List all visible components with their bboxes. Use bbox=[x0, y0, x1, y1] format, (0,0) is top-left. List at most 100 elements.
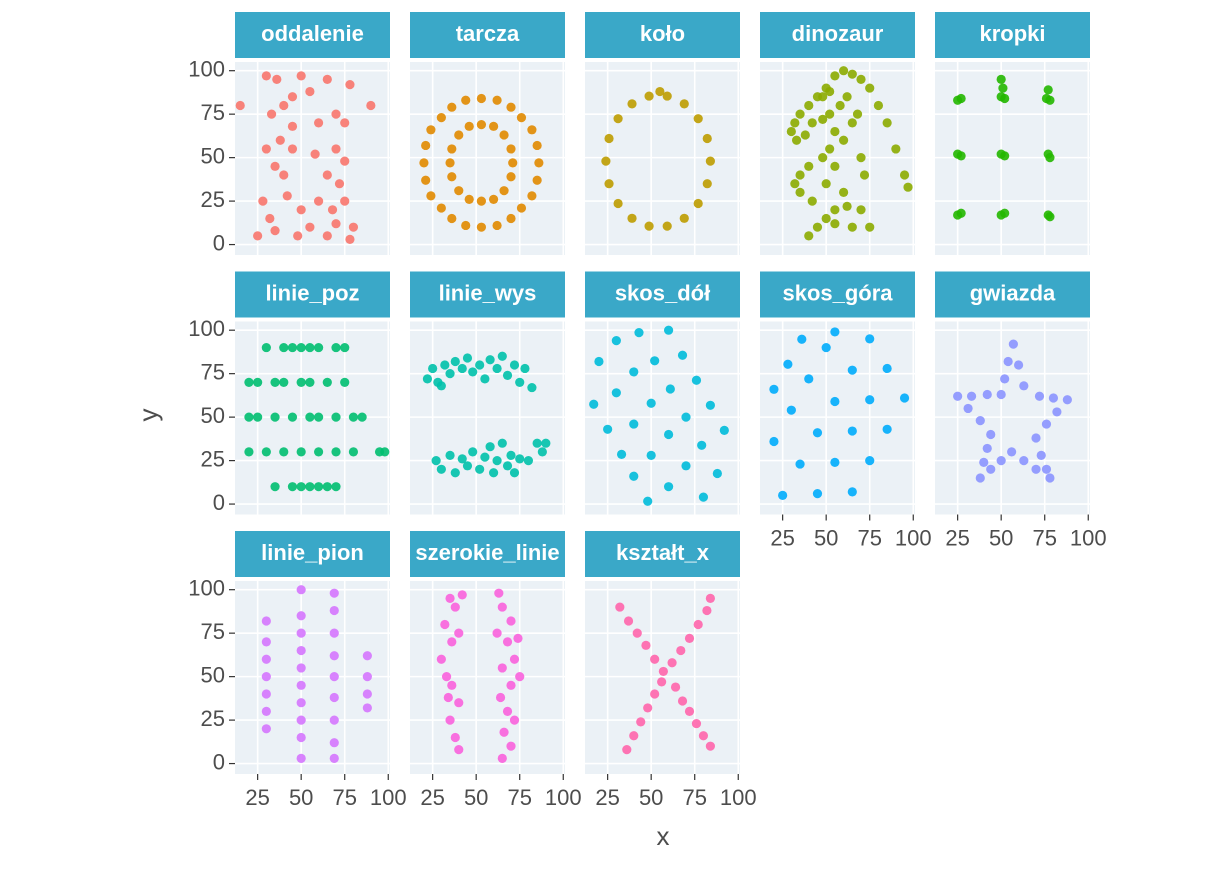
point bbox=[279, 100, 289, 111]
point bbox=[821, 179, 831, 189]
point bbox=[613, 114, 623, 124]
x-tick-label: 100 bbox=[895, 525, 932, 550]
point bbox=[795, 109, 805, 119]
point bbox=[331, 342, 341, 353]
point bbox=[436, 654, 446, 664]
point bbox=[856, 74, 866, 84]
panel-background bbox=[410, 321, 565, 515]
point bbox=[261, 616, 271, 626]
point bbox=[495, 692, 506, 703]
point bbox=[305, 377, 315, 387]
point bbox=[1000, 208, 1010, 218]
point bbox=[329, 738, 339, 748]
point bbox=[532, 438, 542, 448]
point bbox=[516, 113, 527, 123]
point bbox=[331, 219, 341, 229]
point bbox=[436, 381, 446, 391]
panel-background bbox=[760, 321, 915, 515]
point bbox=[693, 198, 703, 209]
strip bbox=[410, 531, 565, 577]
point bbox=[658, 666, 668, 677]
point bbox=[830, 219, 840, 229]
point bbox=[1052, 407, 1062, 417]
point bbox=[296, 628, 306, 638]
point bbox=[261, 654, 271, 664]
point bbox=[440, 360, 450, 370]
points bbox=[786, 66, 913, 241]
strip bbox=[235, 271, 390, 318]
point bbox=[261, 724, 271, 734]
point bbox=[594, 356, 604, 367]
y-tick-label: 25 bbox=[201, 187, 225, 212]
point bbox=[1007, 447, 1017, 457]
point bbox=[982, 443, 992, 454]
point bbox=[436, 464, 446, 474]
point bbox=[790, 118, 800, 128]
point bbox=[506, 741, 516, 751]
point bbox=[611, 336, 621, 346]
point bbox=[899, 393, 910, 403]
point bbox=[313, 342, 324, 353]
point bbox=[676, 645, 686, 656]
point bbox=[485, 355, 495, 365]
point bbox=[340, 342, 350, 353]
point bbox=[457, 363, 467, 374]
point bbox=[497, 351, 507, 361]
point bbox=[436, 203, 446, 213]
point bbox=[636, 717, 646, 727]
strip-label: skos_dół bbox=[615, 280, 710, 305]
point bbox=[830, 71, 840, 81]
point bbox=[329, 753, 339, 763]
point bbox=[362, 651, 372, 661]
point bbox=[996, 389, 1006, 400]
point bbox=[537, 447, 547, 457]
point bbox=[1031, 464, 1041, 474]
strip-label: linie_wys bbox=[439, 280, 537, 305]
point bbox=[641, 640, 651, 650]
point bbox=[527, 382, 537, 393]
point bbox=[769, 384, 779, 394]
point bbox=[1013, 360, 1024, 370]
point bbox=[541, 438, 551, 448]
point bbox=[847, 222, 857, 232]
point bbox=[480, 374, 490, 384]
point bbox=[623, 616, 634, 626]
point bbox=[492, 628, 502, 638]
point bbox=[644, 91, 654, 101]
point bbox=[421, 175, 431, 185]
point bbox=[443, 692, 453, 703]
point bbox=[1045, 212, 1055, 222]
strip bbox=[410, 271, 565, 318]
point bbox=[705, 156, 715, 166]
point bbox=[447, 213, 457, 224]
point bbox=[996, 92, 1006, 102]
point bbox=[502, 461, 513, 471]
point bbox=[644, 221, 654, 231]
point bbox=[287, 144, 298, 154]
point bbox=[603, 424, 613, 434]
point bbox=[447, 172, 457, 182]
point bbox=[462, 353, 473, 363]
point bbox=[956, 208, 966, 218]
point bbox=[492, 363, 502, 374]
point bbox=[527, 191, 537, 201]
y-tick-label: 50 bbox=[201, 143, 225, 168]
point bbox=[244, 412, 254, 422]
point bbox=[436, 113, 446, 123]
point bbox=[712, 468, 722, 479]
point bbox=[362, 672, 372, 682]
point bbox=[795, 170, 805, 180]
point bbox=[468, 367, 478, 377]
point bbox=[329, 605, 339, 616]
point bbox=[650, 654, 660, 664]
point bbox=[305, 412, 315, 422]
point bbox=[1031, 433, 1041, 443]
point bbox=[261, 672, 271, 682]
strip bbox=[585, 531, 740, 577]
strip-label: linie_pion bbox=[261, 540, 364, 565]
y-tick-label: 50 bbox=[201, 662, 225, 687]
point bbox=[380, 447, 390, 457]
point bbox=[790, 179, 800, 189]
point bbox=[296, 753, 306, 763]
point bbox=[804, 231, 814, 241]
